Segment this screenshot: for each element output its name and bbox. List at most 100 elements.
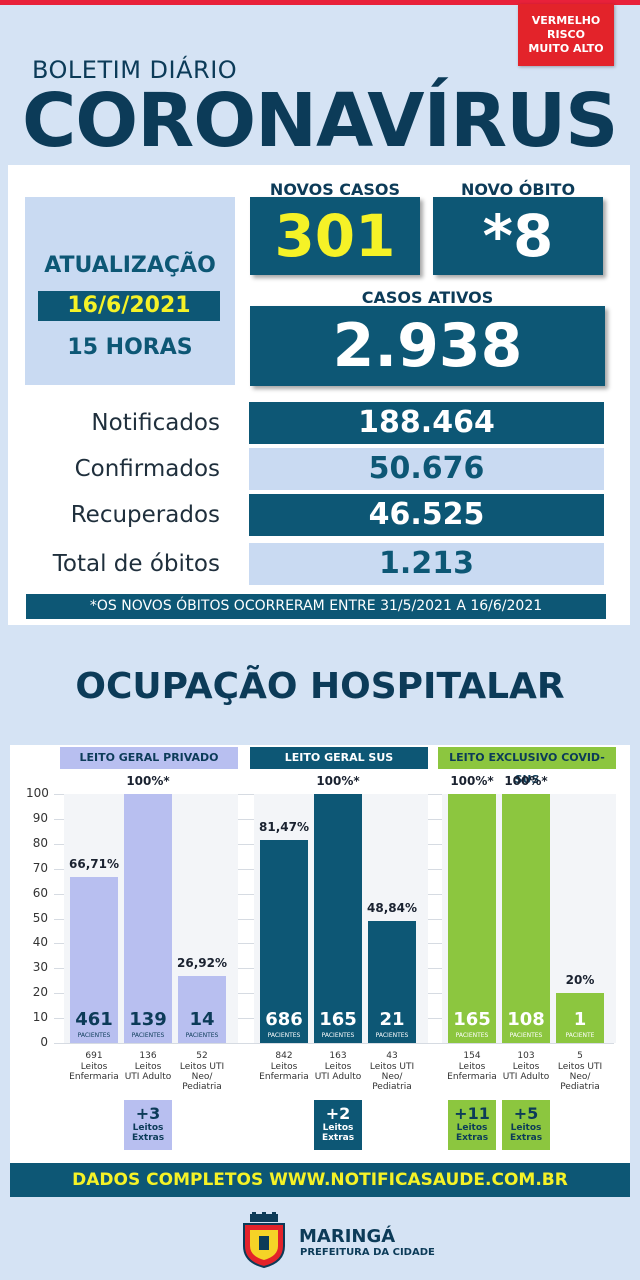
risk-line: VERMELHO bbox=[531, 14, 601, 27]
y-tick-label: 80 bbox=[32, 835, 48, 850]
bar-patient-count: 21 bbox=[379, 1009, 405, 1030]
y-tick-label: 40 bbox=[32, 935, 48, 950]
bar-percent-label: 48,84% bbox=[367, 901, 417, 916]
stat-value-confirmed: 50.676 bbox=[249, 448, 604, 490]
bar-bed-type: Enfermaria bbox=[69, 1072, 119, 1082]
deaths-footnote: *OS NOVOS ÓBITOS OCORRERAM ENTRE 31/5/20… bbox=[26, 594, 606, 619]
y-tick-label: 100 bbox=[26, 786, 49, 800]
new-death-label: NOVO ÓBITO bbox=[460, 180, 576, 199]
bar-patient-count: 686 bbox=[265, 1009, 303, 1030]
extra-beds-count: +5 bbox=[513, 1104, 539, 1123]
bar bbox=[124, 794, 172, 1043]
y-tick-label: 20 bbox=[32, 985, 48, 1000]
bar-bed-type: Leitos UTI bbox=[557, 1062, 603, 1072]
bar-bed-type: Leitos bbox=[270, 1062, 298, 1072]
bar bbox=[70, 876, 118, 1043]
bar-patient-count: 165 bbox=[453, 1009, 491, 1030]
bar-bed-type: Neo/ bbox=[569, 1072, 591, 1082]
new-cases-value: 301 bbox=[250, 197, 420, 275]
group-header: LEITO EXCLUSIVO COVID-SUS bbox=[438, 747, 616, 786]
bar-bed-type: Leitos bbox=[324, 1062, 352, 1072]
bar-patient-word: PACIENTES bbox=[77, 1032, 111, 1039]
bar-patient-word: PACIENTES bbox=[321, 1032, 355, 1039]
bar-percent-label: 100%* bbox=[504, 774, 548, 788]
extra-beds-box: +11 Leitos Extras bbox=[448, 1100, 496, 1150]
bar-bed-count: 691 bbox=[85, 1051, 103, 1061]
y-tick-label: 0 bbox=[40, 1035, 48, 1049]
top-accent-line bbox=[0, 0, 640, 5]
bar-patient-word: PACIENTES bbox=[267, 1032, 301, 1039]
stat-value-recovered: 46.525 bbox=[249, 494, 604, 536]
bar-patient-count: 1 bbox=[573, 1009, 587, 1030]
bar-patient-count: 139 bbox=[129, 1009, 167, 1030]
bar-bed-type: Leitos UTI bbox=[369, 1062, 415, 1072]
extra-beds-label: Leitos bbox=[510, 1123, 542, 1133]
bar-bed-type: Leitos bbox=[458, 1062, 486, 1072]
update-box: ATUALIZAÇÃO 16/6/2021 15 HORAS bbox=[25, 197, 235, 385]
bar-bed-type: UTI Adulto bbox=[124, 1072, 172, 1082]
bar-bed-count: 52 bbox=[196, 1051, 208, 1061]
bar-bed-count: 103 bbox=[517, 1051, 535, 1061]
extra-beds-label: Extras bbox=[509, 1133, 543, 1143]
occupancy-title: OCUPAÇÃO HOSPITALAR bbox=[75, 666, 565, 707]
bar-patient-word: PACIENTES bbox=[131, 1032, 165, 1039]
stat-label-notified: Notificados bbox=[91, 410, 220, 436]
new-cases-label: NOVOS CASOS bbox=[269, 180, 401, 199]
bar-patient-word: PACIENTE bbox=[565, 1032, 595, 1039]
bar-patient-count: 14 bbox=[189, 1009, 215, 1030]
extra-beds-box: +2 Leitos Extras bbox=[314, 1100, 362, 1150]
stat-value-notified: 188.464 bbox=[249, 402, 604, 444]
bar bbox=[448, 794, 496, 1043]
bar-patient-word: PACIENTES bbox=[185, 1032, 219, 1039]
extra-beds-box: +5 Leitos Extras bbox=[502, 1100, 550, 1150]
extra-beds-label: Leitos bbox=[456, 1123, 488, 1133]
active-cases-value: 2.938 bbox=[250, 306, 605, 386]
update-date: 16/6/2021 bbox=[38, 291, 220, 321]
bar bbox=[260, 840, 308, 1043]
bar-percent-label: 100%* bbox=[316, 774, 360, 788]
bar-patient-word: PACIENTES bbox=[509, 1032, 543, 1039]
y-tick-label: 90 bbox=[32, 810, 48, 825]
extra-beds-label: Extras bbox=[131, 1133, 165, 1143]
bar-bed-type: Leitos bbox=[512, 1062, 540, 1072]
group-header: LEITO GERAL SUS bbox=[250, 747, 428, 769]
stat-label-recovered: Recuperados bbox=[70, 502, 220, 528]
bar-bed-count: 5 bbox=[577, 1051, 583, 1061]
extra-beds-label: Leitos bbox=[132, 1123, 164, 1133]
bar-percent-label: 100%* bbox=[126, 774, 170, 788]
risk-line: MUITO ALTO bbox=[528, 42, 604, 55]
bar-bed-count: 43 bbox=[386, 1051, 398, 1061]
bar-bed-count: 154 bbox=[463, 1051, 481, 1061]
bar-bed-type: Neo/ bbox=[381, 1072, 403, 1082]
bulletin-subtitle: BOLETIM DIÁRIO bbox=[32, 56, 238, 84]
footer-link[interactable]: DADOS COMPLETOS WWW.NOTIFICASAUDE.COM.BR bbox=[10, 1163, 630, 1197]
risk-line: RISCO bbox=[547, 28, 585, 41]
bar-percent-label: 100%* bbox=[450, 774, 494, 788]
group-header: LEITO GERAL PRIVADO bbox=[60, 747, 238, 769]
bar-bed-count: 136 bbox=[139, 1051, 157, 1061]
extra-beds-label: Extras bbox=[321, 1133, 355, 1143]
bar-bed-type: Neo/ bbox=[191, 1072, 213, 1082]
extra-beds-box: +3 Leitos Extras bbox=[124, 1100, 172, 1150]
extra-beds-count: +3 bbox=[135, 1104, 161, 1123]
bar-percent-label: 26,92% bbox=[177, 955, 227, 970]
active-cases-label: CASOS ATIVOS bbox=[361, 288, 494, 307]
bar bbox=[178, 975, 226, 1043]
update-hour: 15 HORAS bbox=[67, 335, 193, 360]
bar bbox=[368, 921, 416, 1043]
y-tick-label: 10 bbox=[32, 1010, 48, 1025]
bar-bed-type: Pediatria bbox=[560, 1082, 600, 1092]
y-tick-label: 70 bbox=[32, 860, 48, 875]
city-name: MARINGÁ bbox=[299, 1226, 396, 1247]
page-title: CORONAVÍRUS bbox=[22, 78, 618, 164]
stat-label-confirmed: Confirmados bbox=[74, 456, 220, 482]
stat-value-deaths: 1.213 bbox=[249, 543, 604, 585]
bar bbox=[556, 993, 604, 1043]
extra-beds-count: +2 bbox=[325, 1104, 351, 1123]
bar-bed-type: Leitos UTI bbox=[179, 1062, 225, 1072]
bar-bed-type: UTI Adulto bbox=[502, 1072, 550, 1082]
y-tick-label: 30 bbox=[32, 960, 48, 975]
bar-bed-count: 163 bbox=[329, 1051, 347, 1061]
bar-bed-type: Pediatria bbox=[372, 1082, 412, 1092]
